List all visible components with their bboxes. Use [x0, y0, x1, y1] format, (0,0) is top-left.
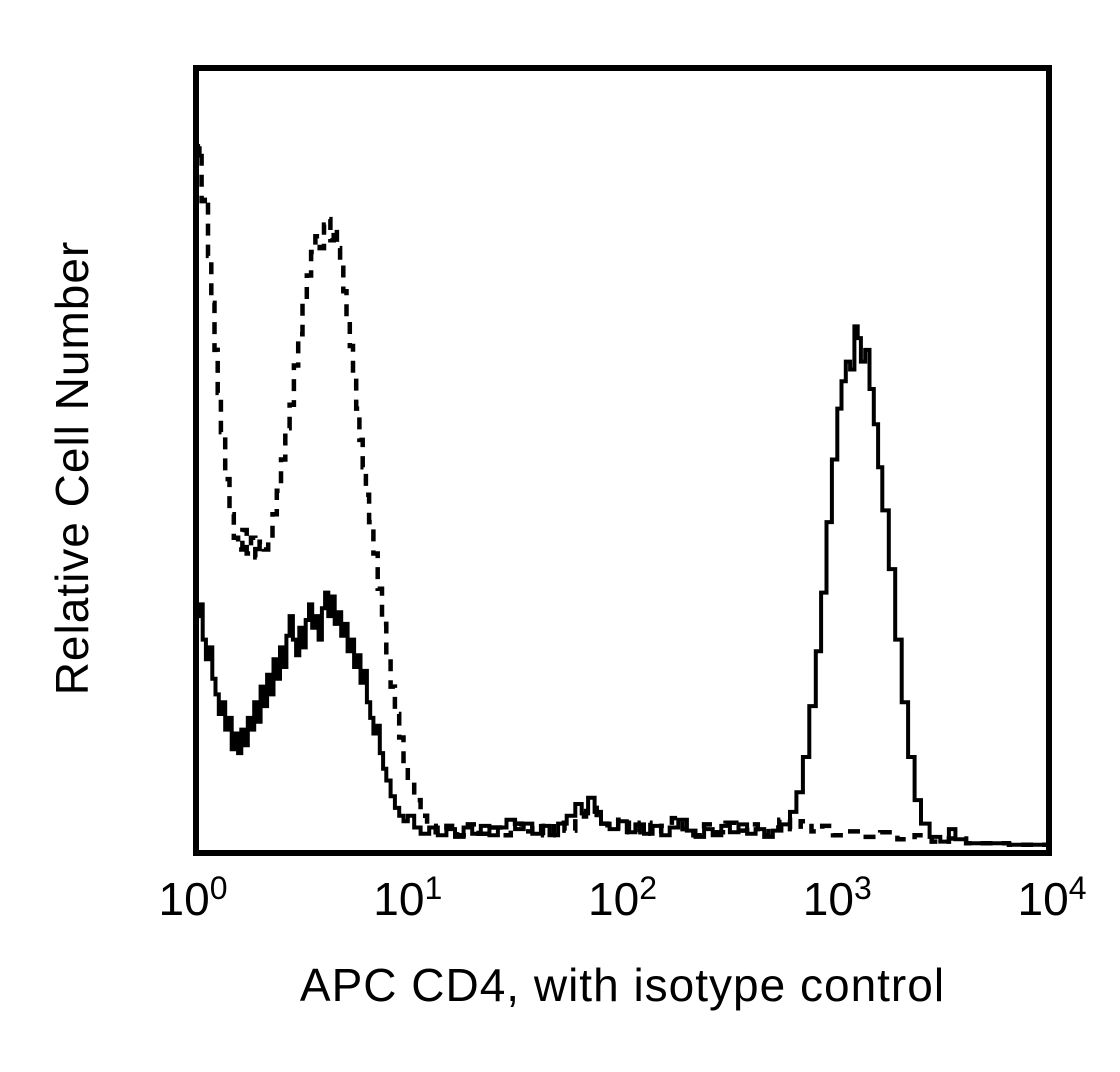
x-tick-10e4: 104 — [1017, 872, 1087, 925]
x-tick-10e2: 102 — [588, 872, 657, 925]
x-tick-10e0: 100 — [158, 872, 228, 925]
x-tick-base: 10 — [588, 873, 640, 925]
y-axis-title: Relative Cell Number — [46, 240, 98, 696]
x-tick-10e3: 103 — [802, 872, 872, 925]
x-tick-exponent: 3 — [853, 870, 872, 906]
x-tick-exponent: 0 — [209, 870, 228, 906]
plot-frame — [193, 65, 1052, 856]
x-axis-title: APC CD4, with isotype control — [299, 959, 946, 1011]
x-tick-exponent: 2 — [639, 870, 657, 906]
x-tick-base: 10 — [373, 873, 425, 925]
x-tick-base: 10 — [1017, 873, 1069, 925]
isotype-control-curve — [196, 120, 1049, 847]
x-tick-exponent: 1 — [424, 870, 443, 906]
x-tick-10e1: 101 — [373, 872, 442, 925]
cd4-curve — [196, 324, 1049, 847]
x-tick-base: 10 — [158, 873, 210, 925]
x-tick-base: 10 — [802, 873, 854, 925]
x-tick-exponent: 4 — [1068, 870, 1087, 906]
